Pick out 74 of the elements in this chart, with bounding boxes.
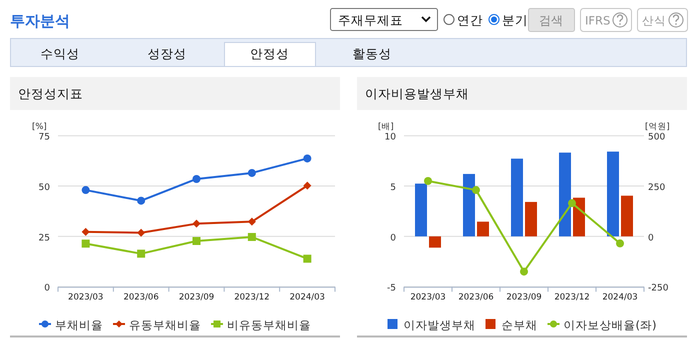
text: 연간 [457, 12, 483, 28]
text: 분기 [502, 12, 528, 28]
bar [429, 236, 441, 248]
bar [559, 152, 571, 236]
x-tick-label: 2023/06 [458, 292, 494, 303]
point [568, 199, 576, 208]
y2-tick-label: 0 [648, 233, 654, 244]
bar [511, 158, 523, 236]
x-tick-label: 2023/06 [123, 292, 159, 303]
point [248, 232, 256, 241]
point [137, 250, 146, 258]
point [303, 182, 312, 190]
bar [463, 174, 475, 236]
bar [573, 198, 585, 236]
y-tick-label: 5 [390, 183, 396, 194]
point [248, 218, 256, 226]
text: 성장성 [148, 46, 186, 61]
bar [607, 152, 619, 236]
legend-label: 이자발생부채 [404, 318, 476, 332]
y-axis-title: [%] [32, 122, 47, 132]
point [82, 228, 90, 236]
point [192, 174, 200, 183]
x-tick-label: 2024/03 [602, 292, 638, 303]
text: IFRS [585, 14, 610, 28]
legend-label: 유동부채비율 [129, 318, 201, 332]
point [248, 168, 256, 177]
point [520, 268, 528, 276]
point [424, 177, 432, 185]
point [137, 196, 146, 205]
y2-tick-label: 250 [648, 183, 666, 194]
y2-tick-label: 500 [648, 132, 666, 143]
x-tick-label: 2023/12 [234, 292, 270, 303]
y2-tick-label: -250 [648, 284, 669, 294]
legend-label: 비유동부채비율 [227, 318, 311, 332]
point [192, 220, 200, 228]
y-axis-title: [배] [378, 122, 394, 132]
point [303, 154, 312, 162]
y-tick-label: 10 [384, 132, 396, 143]
bar [525, 202, 537, 236]
y2-axis-title: [억원] [645, 122, 670, 132]
point [472, 186, 480, 194]
point [82, 186, 90, 194]
x-tick-label: 2023/03 [410, 292, 446, 303]
chart-title: 이자비용발생부채 [365, 86, 469, 101]
legend-label: 이자보상배율(좌) [564, 318, 656, 332]
point [82, 240, 90, 248]
chart-title: 안정성지표 [18, 86, 83, 101]
y-tick-label: -5 [387, 284, 396, 294]
point [137, 228, 146, 237]
legend-label: 부채비율 [55, 318, 103, 332]
text: 활동성 [352, 46, 392, 61]
bar [477, 222, 489, 236]
x-tick-label: 2023/09 [178, 292, 214, 303]
point [616, 239, 624, 248]
y-tick-label: 50 [38, 183, 50, 194]
x-tick-label: 2024/03 [290, 292, 325, 303]
x-tick-label: 2023/12 [554, 292, 590, 303]
bar [621, 196, 633, 236]
legend-label: 순부채 [502, 318, 538, 332]
bar [415, 184, 427, 236]
text: 수익성 [40, 46, 80, 61]
y-tick-label: 0 [390, 233, 396, 244]
text: 산식 [642, 14, 666, 28]
y-tick-label: 0 [44, 284, 50, 294]
y-tick-label: 25 [38, 233, 50, 244]
text: 안정성 [250, 46, 289, 61]
text: 주재무제표 [338, 12, 403, 28]
text: 투자분석 [10, 12, 70, 30]
text: 검색 [539, 14, 563, 28]
y-tick-label: 75 [38, 132, 50, 143]
point [192, 236, 200, 245]
x-tick-label: 2023/09 [506, 292, 542, 303]
x-tick-label: 2023/03 [68, 292, 104, 303]
point [303, 254, 312, 263]
